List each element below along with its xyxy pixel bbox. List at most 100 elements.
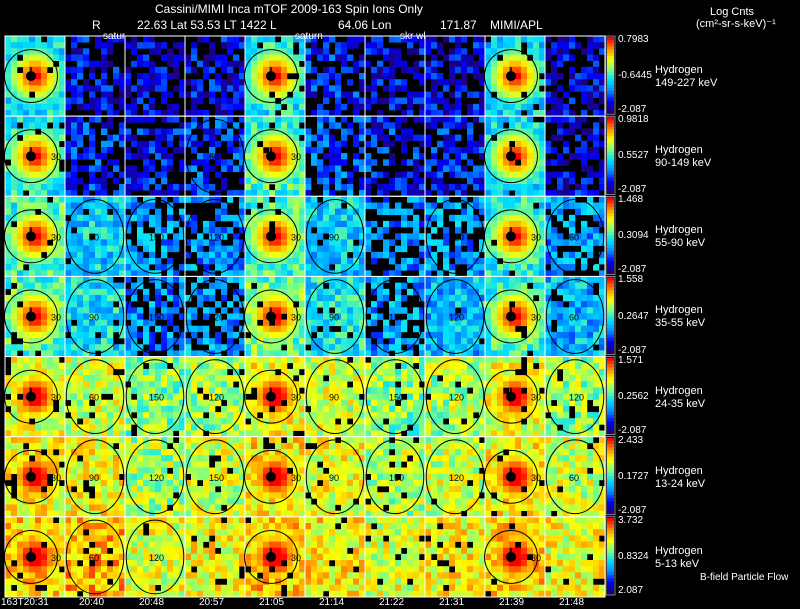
- heat-cell: [575, 208, 582, 216]
- heat-cell: [173, 103, 180, 111]
- heat-cell: [209, 424, 216, 431]
- heat-cell: [335, 307, 342, 314]
- heat-cell: [431, 66, 438, 74]
- heat-cell: [323, 387, 330, 394]
- heat-cell: [281, 307, 288, 314]
- heat-cell: [161, 405, 168, 413]
- heat-cell: [251, 325, 258, 333]
- heat-cell: [323, 128, 330, 135]
- heat-cell: [197, 368, 204, 376]
- heat-cell: [35, 424, 42, 431]
- heat-cell: [215, 368, 222, 376]
- heat-cell: [71, 375, 78, 382]
- heat-cell: [491, 331, 498, 339]
- colorbar-segment: [607, 123, 614, 128]
- heat-cell: [173, 66, 180, 74]
- heat-cell: [257, 60, 264, 68]
- heat-cell: [35, 60, 42, 68]
- heat-cell: [587, 202, 594, 209]
- heat-cell: [281, 60, 288, 68]
- heat-cell: [29, 190, 36, 197]
- heat-cell: [35, 301, 42, 308]
- heat-cell: [275, 202, 282, 209]
- heat-cell: [149, 338, 156, 345]
- heat-cell: [185, 196, 192, 203]
- heat-cell: [509, 134, 516, 142]
- heat-cell: [191, 368, 198, 376]
- heat-cell: [287, 110, 294, 117]
- heat-cell: [341, 350, 348, 357]
- heat-cell: [59, 381, 66, 388]
- heat-cell: [275, 42, 282, 49]
- heat-cell: [173, 245, 180, 253]
- heat-cell: [467, 202, 474, 209]
- heat-cell: [419, 344, 426, 351]
- heat-cell: [35, 313, 42, 320]
- heat-cell: [83, 362, 90, 370]
- heat-cell: [593, 153, 600, 160]
- heat-cell: [77, 368, 84, 376]
- heat-cell: [155, 387, 162, 394]
- heat-cell: [455, 147, 462, 154]
- heat-cell: [545, 331, 552, 339]
- heat-cell: [53, 350, 60, 357]
- heat-cell: [77, 393, 84, 401]
- heat-cell: [83, 294, 90, 302]
- heat-cell: [221, 368, 228, 376]
- heat-cell: [353, 412, 360, 419]
- heat-cell: [545, 270, 552, 277]
- heat-cell: [29, 177, 36, 185]
- heat-cell: [125, 110, 132, 117]
- heat-cell: [509, 325, 516, 333]
- heat-cell: [173, 405, 180, 413]
- heat-cell: [533, 270, 540, 277]
- heat-cell: [419, 153, 426, 160]
- heat-cell: [485, 313, 492, 320]
- heat-cell: [539, 338, 546, 345]
- heat-cell: [251, 245, 258, 253]
- heat-cell: [557, 159, 564, 166]
- heat-cell: [41, 424, 48, 431]
- heat-cell: [71, 430, 78, 437]
- heat-cell: [71, 368, 78, 376]
- heat-cell: [335, 42, 342, 49]
- heat-cell: [353, 319, 360, 327]
- colorbar-segment: [607, 328, 614, 332]
- heat-cell: [263, 79, 270, 86]
- heat-cell: [383, 97, 390, 105]
- heat-cell: [101, 344, 108, 351]
- heat-cell: [497, 165, 504, 172]
- heat-cell: [533, 128, 540, 135]
- heat-cell: [53, 387, 60, 394]
- heat-cell: [449, 73, 456, 80]
- heat-cell: [473, 116, 480, 123]
- heat-cell: [83, 393, 90, 401]
- heat-cell: [263, 97, 270, 105]
- heat-cell: [107, 110, 114, 117]
- heat-cell: [47, 140, 54, 148]
- heat-cell: [305, 350, 312, 357]
- heat-cell: [17, 344, 24, 351]
- heat-cell: [275, 54, 282, 61]
- heat-cell: [299, 177, 306, 185]
- heat-cell: [251, 36, 258, 43]
- heat-cell: [155, 405, 162, 413]
- heat-cell: [131, 153, 138, 160]
- heat-cell: [23, 375, 30, 382]
- heat-cell: [53, 325, 60, 333]
- heat-cell: [371, 128, 378, 135]
- heat-cell: [395, 233, 402, 240]
- heat-cell: [83, 128, 90, 135]
- heat-cell: [143, 116, 150, 123]
- heat-cell: [437, 165, 444, 172]
- heat-cell: [107, 91, 114, 98]
- heat-cell: [491, 140, 498, 148]
- heat-cell: [341, 233, 348, 240]
- heat-cell: [545, 257, 552, 265]
- heat-cell: [11, 375, 18, 382]
- colorbar-segment: [607, 263, 614, 268]
- heat-cell: [581, 91, 588, 98]
- heat-cell: [83, 338, 90, 345]
- heat-cell: [365, 368, 372, 376]
- heat-cell: [5, 103, 12, 111]
